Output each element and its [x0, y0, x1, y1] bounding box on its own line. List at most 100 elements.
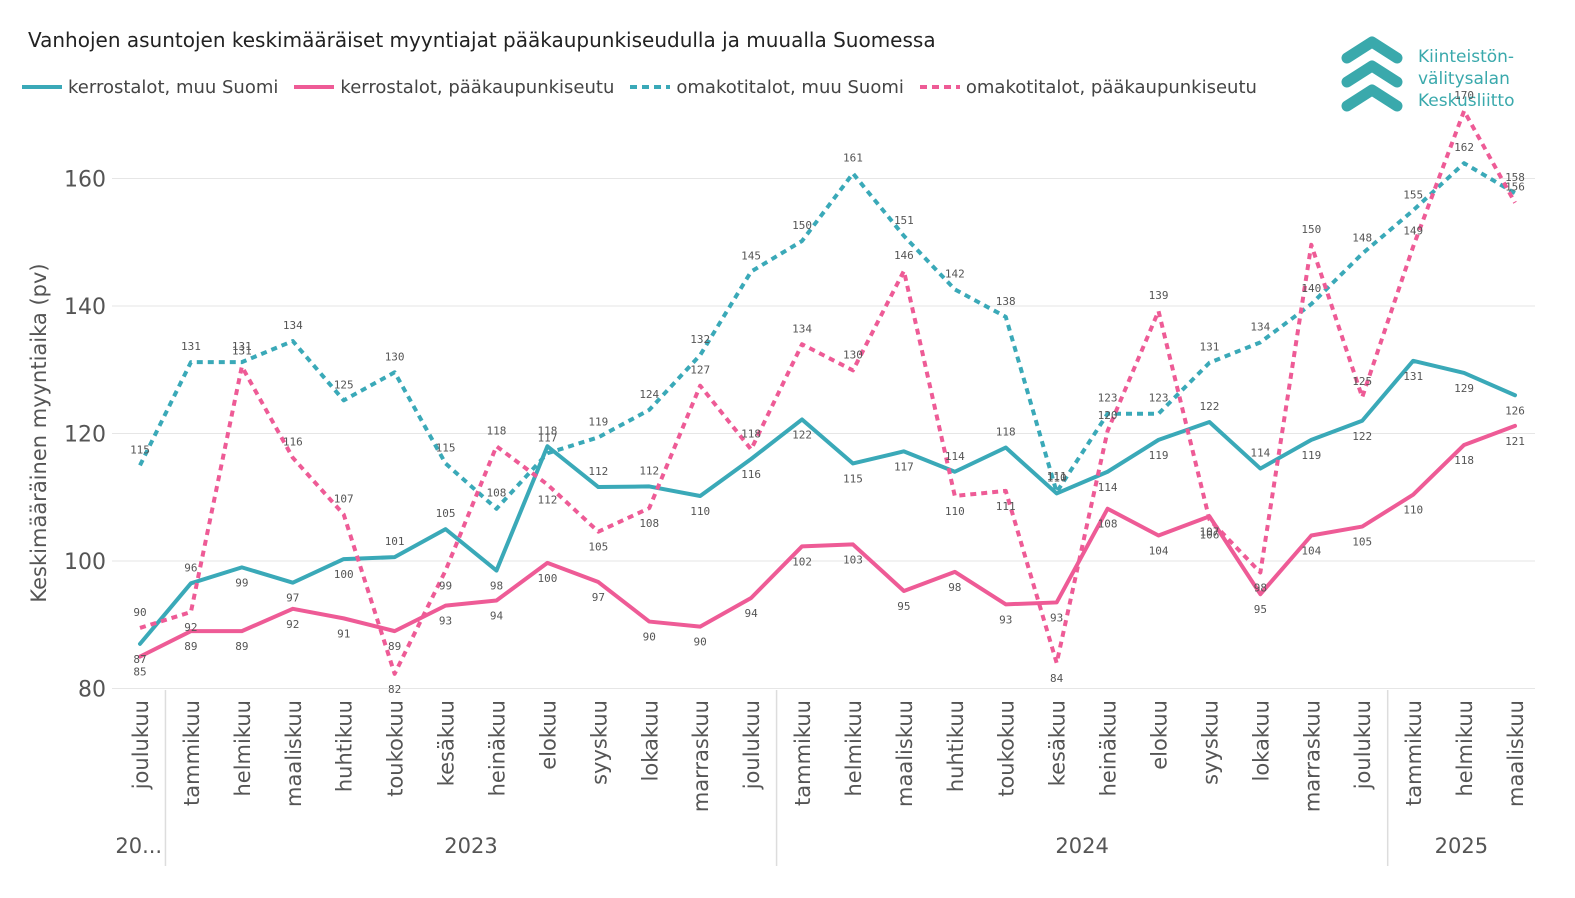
data-label: 115 — [436, 441, 456, 454]
legend: kerrostalot, muu Suomi kerrostalot, pääk… — [22, 75, 1263, 99]
data-label: 132 — [690, 333, 710, 346]
data-label: 93 — [1050, 611, 1063, 624]
data-label: 100 — [537, 572, 557, 585]
x-tick-label: joulukuu — [1351, 700, 1375, 790]
data-label: 158 — [1505, 171, 1525, 184]
data-label: 150 — [792, 219, 812, 232]
x-tick-label: maaliskuu — [1504, 700, 1528, 807]
data-label: 94 — [490, 610, 504, 623]
series-line-0 — [138, 358, 1517, 646]
x-tick-label: huhtikuu — [333, 700, 357, 792]
data-label: 93 — [439, 615, 452, 628]
data-label: 96 — [184, 561, 197, 574]
year-label: 20... — [115, 834, 162, 858]
data-label: 146 — [894, 249, 914, 262]
data-label: 126 — [1505, 404, 1525, 417]
data-label: 125 — [1352, 375, 1372, 388]
data-label: 125 — [334, 378, 354, 391]
y-tick-label: 80 — [78, 678, 106, 703]
grid — [112, 178, 1535, 689]
data-label: 123 — [1149, 392, 1169, 405]
legend-swatch-solid-pink — [294, 85, 335, 89]
data-label: 119 — [588, 415, 608, 428]
data-label: 90 — [694, 636, 707, 649]
data-label: 112 — [588, 465, 608, 478]
data-label: 110 — [690, 505, 710, 518]
data-label: 99 — [439, 580, 452, 593]
data-label: 145 — [741, 250, 761, 263]
data-label: 118 — [487, 424, 507, 437]
logo-line: Keskusliitto — [1418, 91, 1515, 111]
data-label: 82 — [388, 683, 401, 696]
data-label: 103 — [843, 553, 863, 566]
data-label: 114 — [1098, 481, 1118, 494]
legend-swatch-solid-teal — [22, 85, 62, 89]
data-label: 89 — [184, 640, 197, 653]
data-label: 118 — [996, 426, 1016, 439]
data-label: 94 — [744, 607, 758, 620]
x-tick-label: maaliskuu — [282, 700, 306, 807]
legend-label: kerrostalot, pääkaupunkiseutu — [340, 76, 615, 98]
data-label: 156 — [1505, 181, 1525, 194]
data-label: 155 — [1403, 188, 1423, 201]
x-tick-label: toukokuu — [384, 700, 408, 797]
x-tick-label: joulukuu — [740, 700, 764, 790]
data-label: 89 — [235, 640, 248, 653]
legend-label: omakotitalot, muu Suomi — [676, 76, 904, 98]
legend-item-kerrostalot-muu-suomi[interactable]: kerrostalot, muu Suomi — [22, 77, 278, 98]
data-label: 95 — [1254, 603, 1267, 616]
data-label: 105 — [588, 541, 608, 554]
data-label: 134 — [283, 319, 303, 332]
series-line-1 — [138, 423, 1517, 659]
data-label: 111 — [1047, 470, 1067, 483]
data-label: 98 — [948, 581, 961, 594]
y-tick-label: 120 — [64, 423, 106, 448]
data-label: 119 — [1149, 449, 1169, 462]
data-label: 118 — [537, 424, 557, 437]
data-label: 102 — [792, 555, 812, 568]
year-label: 2024 — [1055, 834, 1108, 858]
data-label: 110 — [945, 505, 965, 518]
data-label: 123 — [1098, 392, 1118, 405]
x-tick-label: tammikuu — [1402, 700, 1426, 806]
data-label: 140 — [1301, 282, 1321, 295]
data-label: 151 — [894, 214, 914, 227]
legend-item-omakotitalot-muu-suomi[interactable]: omakotitalot, muu Suomi — [630, 77, 904, 98]
data-label: 119 — [1301, 449, 1321, 462]
data-label: 107 — [334, 492, 354, 505]
series — [138, 108, 1517, 676]
data-label: 104 — [1149, 545, 1169, 558]
data-label: 98 — [490, 580, 503, 593]
x-tick-label: helmikuu — [1453, 700, 1477, 797]
data-label: 106 — [1200, 529, 1220, 542]
data-label: 84 — [1050, 672, 1064, 685]
data-label: 115 — [843, 472, 863, 485]
x-tick-label: lokakuu — [638, 700, 662, 781]
data-label: 93 — [999, 613, 1012, 626]
x-tick-label: tammikuu — [791, 700, 815, 806]
data-label: 107 — [1200, 525, 1220, 538]
x-tick-label: joulukuu — [129, 700, 153, 790]
data-label: 139 — [1149, 289, 1169, 302]
data-label: 122 — [1352, 430, 1372, 443]
legend-item-omakotitalot-paakaupunkiseutu[interactable]: omakotitalot, pääkaupunkiseutu — [919, 76, 1257, 98]
data-label: 110 — [1403, 504, 1423, 517]
data-label: 138 — [996, 295, 1016, 308]
data-label: 115 — [130, 443, 150, 456]
legend-label: omakotitalot, pääkaupunkiseutu — [965, 76, 1257, 98]
data-label: 170 — [1454, 89, 1474, 102]
legend-item-kerrostalot-paakaupunkiseutu[interactable]: kerrostalot, pääkaupunkiseutu — [294, 77, 614, 98]
data-label: 130 — [843, 348, 863, 361]
data-label: 150 — [1301, 223, 1321, 236]
y-tick-label: 100 — [64, 550, 106, 575]
data-label: 111 — [996, 500, 1016, 513]
data-label: 116 — [283, 436, 303, 449]
data-label: 114 — [1250, 447, 1270, 460]
data-label: 131 — [232, 345, 252, 358]
data-label: 148 — [1352, 232, 1372, 245]
legend-swatch-dotted-pink — [919, 85, 960, 89]
data-label: 131 — [181, 340, 201, 353]
data-label: 90 — [643, 631, 656, 644]
data-label: 108 — [1098, 518, 1118, 531]
data-label: 114 — [945, 450, 965, 463]
